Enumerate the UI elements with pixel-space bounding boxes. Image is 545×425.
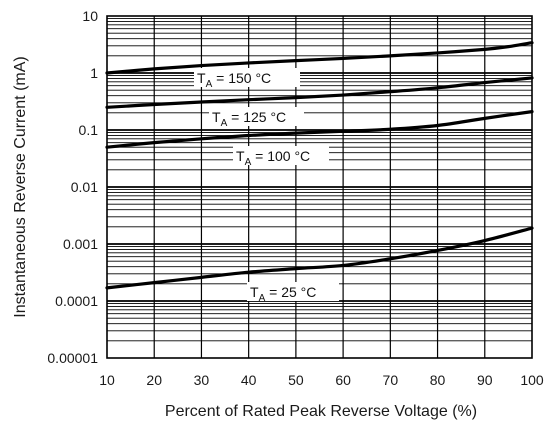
grid-layer <box>107 16 532 358</box>
x-axis-title: Percent of Rated Peak Reverse Voltage (%… <box>165 403 477 420</box>
curve-label-background <box>194 68 300 87</box>
curve-label-value: = 100 °C <box>251 148 310 164</box>
curve-label: TA = 150 °C <box>197 70 271 90</box>
y-tick-label: 0.1 <box>79 122 99 138</box>
series-line <box>105 110 534 149</box>
curve-label-layer: TA = 150 °CTA = 125 °CTA = 100 °CTA = 25… <box>194 68 339 304</box>
curve-label-subscript: A <box>245 157 252 168</box>
y-tick-label: 0.0001 <box>55 293 98 309</box>
curve-label: TA = 25 °C <box>250 284 316 304</box>
x-tick-label: 40 <box>241 372 257 388</box>
curve-label-subscript: A <box>221 118 228 129</box>
series-line <box>105 226 534 290</box>
curve-label-subscript: A <box>259 293 266 304</box>
curve-label-subscript: A <box>206 79 213 90</box>
x-tick-label: 80 <box>430 372 446 388</box>
curve-label-background <box>209 107 304 126</box>
curve-label-background <box>233 146 329 165</box>
curve-label-background <box>247 282 339 301</box>
curve-label: TA = 125 °C <box>212 109 286 129</box>
x-tick-label: 50 <box>288 372 304 388</box>
tick-label-layer: 10 20 30 40 50 60 70 80 90 100 0.00001 0.0001 0.001 0… <box>47 8 544 388</box>
curve-label-main: T <box>236 148 245 164</box>
curve-label-value: = 125 °C <box>227 109 286 125</box>
x-tick-label: 30 <box>194 372 210 388</box>
y-axis-title: Instantaneous Reverse Current (mA) <box>12 56 29 317</box>
curve-label-main: T <box>250 284 259 300</box>
y-tick-label: 10 <box>82 8 98 24</box>
curve-label: TA = 100 °C <box>236 148 310 168</box>
series-line <box>105 76 534 109</box>
x-tick-label: 70 <box>383 372 399 388</box>
y-tick-label: 0.001 <box>63 236 98 252</box>
curve-label-value: = 150 °C <box>212 70 271 86</box>
x-tick-label: 90 <box>477 372 493 388</box>
y-tick-label: 0.00001 <box>47 350 98 366</box>
curve-label-main: T <box>197 70 206 86</box>
x-tick-label: 60 <box>335 372 351 388</box>
y-tick-label: 1 <box>90 65 98 81</box>
y-tick-label: 0.01 <box>71 179 98 195</box>
x-tick-label: 10 <box>99 372 115 388</box>
x-tick-label: 20 <box>146 372 162 388</box>
x-tick-label: 100 <box>520 372 544 388</box>
plot-frame <box>106 15 533 359</box>
series-line <box>105 41 534 75</box>
curve-layer <box>105 41 534 290</box>
curve-label-value: = 25 °C <box>265 284 316 300</box>
curve-label-main: T <box>212 109 221 125</box>
